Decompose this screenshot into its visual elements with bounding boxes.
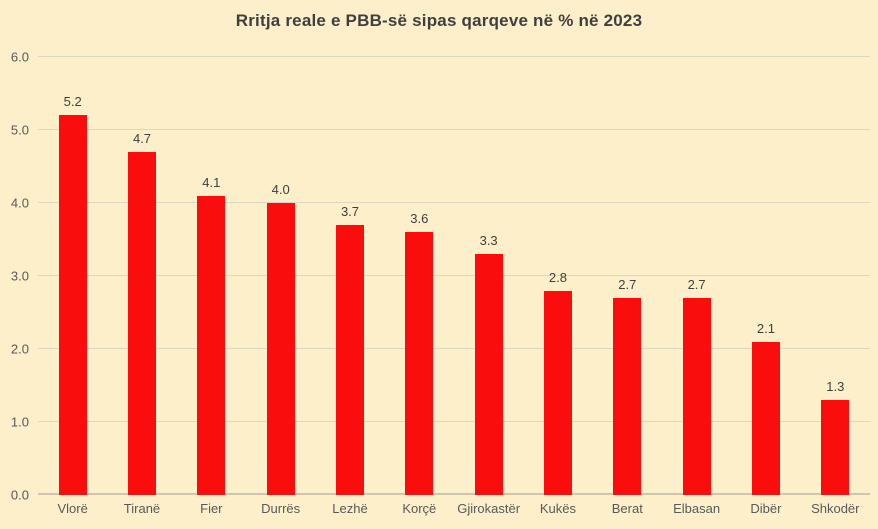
x-axis-tick-label: Fier [200,501,223,516]
plot-area: 5.2 4.7 4.1 4.0 3.7 3.6 3.3 2.8 2.7 2.7 2.1 1.3 [38,56,870,495]
bar [821,400,850,495]
bar-value-label: 1.3 [826,379,845,395]
bar [474,254,503,495]
bar [127,151,156,495]
bar [543,290,572,495]
bar-value-label: 2.1 [756,320,775,336]
bar [751,341,780,495]
y-axis: 0.0 1.0 2.0 3.0 4.0 5.0 6.0 [0,51,32,502]
y-axis-tick-label: 0.0 [10,487,29,503]
bar-value-label: 4.7 [132,130,152,146]
bar-slot: 4.0 [246,57,315,495]
bar-slot: 2.8 [523,57,592,495]
x-axis-tick-label: Dibër [750,501,782,516]
bar-value-label: 5.2 [63,94,82,110]
x-axis-tick-label: Gjirokastër [457,501,521,516]
y-axis-tick-label: 3.0 [10,268,29,284]
bar-slot: 1.3 [801,57,870,495]
bar [335,224,364,495]
bar-slot: 2.7 [593,57,662,495]
bar [266,203,295,495]
bar-slot: 4.7 [107,57,176,495]
x-axis-tick-label: Durrës [261,501,301,516]
x-axis: Vlorë Tiranë Fier Durrës Lezhë Korçë Gjirokast… [38,501,870,525]
y-axis-tick-label: 4.0 [10,195,29,211]
x-axis-tick-label: Tiranë [123,501,161,516]
bar-value-label: 4.1 [202,174,221,190]
x-axis-tick-label: Kukës [539,501,577,516]
bar-value-label: 3.7 [340,203,360,219]
x-axis-tick-label: Lezhë [332,501,368,516]
x-axis-tick-label: Korçë [402,501,437,516]
bar-slot: 3.6 [385,57,454,495]
bar [197,195,226,495]
bars-layer: 5.2 4.7 4.1 4.0 3.7 3.6 3.3 2.8 2.7 2.7 2.1 1.3 [38,57,870,495]
y-axis-tick-label: 1.0 [10,414,29,430]
bar-slot: 3.7 [315,57,384,495]
gridline [38,202,870,204]
gridline [38,129,870,130]
gridline [38,348,870,350]
x-axis-tick-label: Vlorë [57,501,88,516]
x-axis-tick-label: Elbasan [673,501,721,516]
bar [405,232,434,495]
bar-slot: 5.2 [38,57,107,495]
bar-value-label: 3.6 [410,211,429,227]
bar-slot: 2.7 [662,57,731,495]
y-axis-tick-label: 5.0 [10,122,29,138]
bar [613,297,642,495]
gridline [38,275,870,276]
bar-slot: 2.1 [731,57,800,495]
chart-title: Rritja reale e PBB-së sipas qarqeve në %… [235,11,643,30]
bar-value-label: 4.0 [271,182,290,198]
x-axis-tick-label: Berat [611,501,643,516]
bar-slot: 3.3 [454,57,523,495]
x-axis-tick-label: Shkodër [811,501,860,516]
gridline [38,56,870,57]
bar [682,297,711,495]
bar-slot: 4.1 [177,57,246,495]
bar-value-label: 2.7 [618,276,637,292]
bar-value-label: 2.7 [687,276,706,292]
x-axis-line [38,493,870,495]
y-axis-tick-label: 6.0 [10,49,29,65]
bar-value-label: 2.8 [548,269,567,285]
gridline [38,421,870,423]
bar-value-label: 3.3 [479,233,498,249]
y-axis-tick-label: 2.0 [10,341,29,357]
bar [58,115,87,495]
